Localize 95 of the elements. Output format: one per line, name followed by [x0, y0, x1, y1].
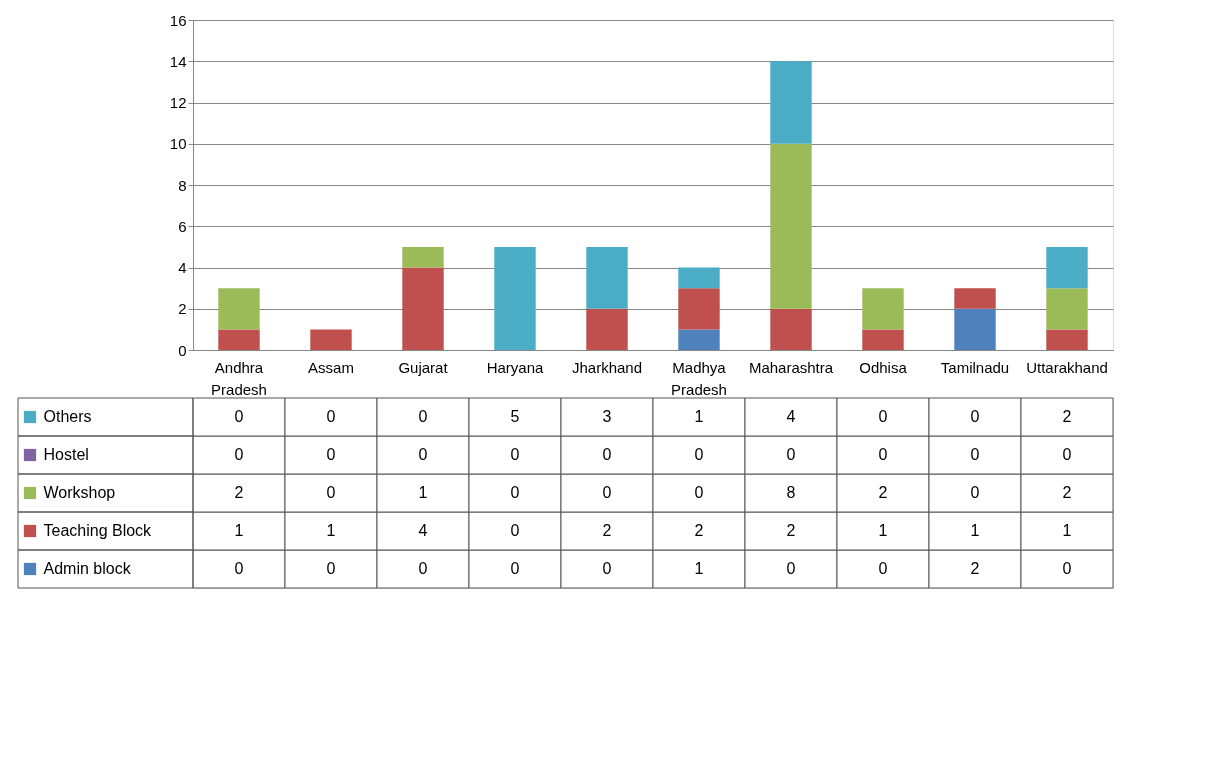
data-label: 0 [970, 484, 980, 501]
data-label: 8 [786, 484, 796, 501]
data-label: 2 [602, 522, 612, 539]
bar [678, 288, 720, 330]
data-label: 0 [326, 484, 336, 501]
y-tick-label: 12 [169, 94, 187, 111]
bar [218, 288, 260, 330]
data-label: 4 [786, 408, 796, 425]
bar [494, 246, 536, 350]
data-label: 0 [786, 560, 796, 577]
bar [862, 329, 904, 350]
data-label: 0 [234, 408, 244, 425]
bar [402, 267, 444, 350]
data-label: 0 [326, 560, 336, 577]
bar [770, 308, 812, 350]
data-label: 0 [786, 446, 796, 463]
data-label: 0 [510, 484, 520, 501]
bar [1046, 329, 1088, 350]
x-tick-label: Jharkhand [571, 358, 643, 376]
bar [770, 143, 812, 309]
data-label: 2 [878, 484, 888, 501]
data-label: 0 [234, 560, 244, 577]
data-label: 4 [418, 522, 428, 539]
bar [770, 61, 812, 144]
x-tick-label: Tamilnadu [940, 358, 1010, 376]
bar [954, 308, 996, 350]
y-tick-label: 10 [169, 135, 187, 153]
data-label: 0 [970, 446, 980, 463]
data-label: 0 [326, 446, 336, 463]
data-label: 0 [510, 522, 520, 539]
data-label: 1 [694, 408, 704, 425]
data-label: 1 [418, 484, 428, 501]
y-tick-label: 2 [178, 300, 187, 318]
bar [678, 329, 720, 350]
data-label: 3 [602, 408, 612, 425]
bar [862, 288, 904, 330]
legend-label: Workshop [43, 484, 116, 501]
data-label: 2 [786, 522, 796, 539]
bar [1046, 246, 1088, 289]
x-tick-label: Maharashtra [748, 358, 834, 376]
x-tick-label: Andhra Pradesh [211, 358, 267, 398]
bar [586, 246, 628, 309]
data-label: 0 [418, 560, 428, 577]
bar [310, 329, 352, 350]
y-tick-label: 4 [178, 259, 187, 276]
bar [218, 329, 260, 350]
legend-label: Admin block [43, 560, 132, 577]
data-label: 0 [510, 560, 520, 577]
data-label: 1 [326, 522, 336, 539]
data-label: 0 [418, 446, 428, 463]
data-label: 2 [694, 522, 704, 539]
x-tick-label: Assam [308, 358, 354, 376]
bar [678, 267, 720, 289]
data-label: 0 [1062, 560, 1072, 577]
data-label: 0 [694, 446, 704, 463]
legend-label: Others [43, 408, 92, 425]
data-label: 0 [602, 446, 612, 463]
data-label: 2 [1062, 484, 1072, 501]
data-label: 0 [234, 446, 244, 463]
x-tick-label: Uttarakhand [1026, 358, 1108, 376]
data-label: 0 [418, 408, 428, 425]
data-label: 2 [970, 560, 980, 577]
data-label: 0 [970, 408, 980, 425]
data-label: 1 [1062, 522, 1072, 539]
y-tick-label: 16 [169, 11, 187, 29]
legend-label: Teaching Block [43, 522, 153, 539]
data-label: 1 [234, 522, 244, 539]
data-label: 1 [970, 522, 980, 539]
x-tick-label: Odhisa [859, 358, 908, 376]
bar [402, 246, 444, 268]
y-tick-label: 0 [178, 341, 187, 359]
data-label: 0 [878, 560, 888, 577]
y-tick-label: 8 [178, 176, 187, 194]
data-label: 5 [510, 408, 520, 425]
x-tick-label: Haryana [486, 358, 544, 376]
data-label: 0 [510, 446, 520, 463]
data-label: 0 [878, 408, 888, 425]
data-label: 0 [326, 408, 336, 425]
data-label: 0 [878, 446, 888, 463]
data-label: 1 [878, 522, 888, 539]
data-label: 0 [1062, 446, 1072, 463]
data-label: 2 [234, 484, 244, 501]
x-tick-label: Gujarat [398, 358, 449, 376]
x-tick-label: Madhya Pradesh [671, 358, 727, 398]
data-label: 1 [694, 560, 704, 577]
y-tick-label: 14 [169, 52, 187, 70]
data-label: 0 [602, 484, 612, 501]
data-label: 0 [602, 560, 612, 577]
y-tick-label: 6 [178, 217, 187, 235]
legend-label: Hostel [43, 446, 89, 463]
data-label: 0 [694, 484, 704, 501]
data-label: 2 [1062, 408, 1072, 425]
bar [1046, 288, 1088, 330]
bar [586, 308, 628, 350]
bar [954, 288, 996, 309]
